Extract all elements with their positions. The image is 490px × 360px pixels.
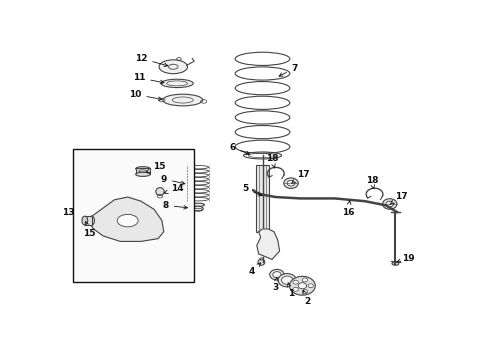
- Text: 18: 18: [266, 154, 278, 168]
- Ellipse shape: [392, 262, 399, 265]
- Text: 11: 11: [133, 73, 164, 84]
- Text: 4: 4: [249, 263, 261, 276]
- Text: 10: 10: [129, 90, 162, 100]
- Text: 8: 8: [163, 201, 188, 210]
- Ellipse shape: [386, 201, 393, 207]
- Circle shape: [293, 280, 298, 284]
- Bar: [85, 216, 93, 225]
- Ellipse shape: [193, 206, 203, 211]
- Ellipse shape: [192, 203, 204, 207]
- Text: 3: 3: [272, 277, 279, 292]
- Ellipse shape: [281, 276, 293, 284]
- Text: 15: 15: [83, 221, 96, 238]
- Text: 17: 17: [390, 192, 408, 204]
- Ellipse shape: [159, 60, 188, 74]
- Ellipse shape: [89, 216, 95, 225]
- Polygon shape: [90, 197, 164, 242]
- Circle shape: [308, 284, 314, 288]
- Ellipse shape: [117, 214, 138, 227]
- Ellipse shape: [383, 199, 397, 209]
- Ellipse shape: [136, 172, 150, 176]
- Bar: [136, 168, 150, 174]
- Bar: [73, 149, 194, 282]
- Ellipse shape: [290, 276, 315, 295]
- Circle shape: [302, 278, 308, 282]
- Text: 13: 13: [62, 208, 74, 217]
- Circle shape: [302, 289, 308, 293]
- Ellipse shape: [82, 216, 88, 225]
- Text: 16: 16: [342, 201, 354, 217]
- Text: 7: 7: [279, 64, 298, 76]
- Ellipse shape: [284, 178, 298, 188]
- Text: 12: 12: [135, 54, 168, 67]
- Text: 5: 5: [242, 184, 262, 196]
- Ellipse shape: [156, 188, 164, 195]
- Ellipse shape: [298, 283, 307, 289]
- Ellipse shape: [270, 269, 284, 280]
- Ellipse shape: [278, 274, 296, 287]
- Text: 2: 2: [303, 290, 311, 306]
- Bar: [256, 165, 270, 232]
- Text: 18: 18: [366, 176, 378, 189]
- Text: 6: 6: [229, 143, 249, 155]
- Text: 19: 19: [397, 253, 415, 262]
- Polygon shape: [257, 229, 280, 260]
- Text: 17: 17: [292, 170, 310, 183]
- Circle shape: [293, 287, 298, 291]
- Text: 1: 1: [288, 283, 294, 298]
- Ellipse shape: [163, 94, 203, 106]
- Ellipse shape: [273, 271, 281, 278]
- Text: 15: 15: [147, 162, 166, 173]
- Text: 14: 14: [164, 184, 183, 194]
- Ellipse shape: [136, 167, 150, 171]
- Ellipse shape: [161, 79, 193, 87]
- Ellipse shape: [287, 180, 295, 186]
- Ellipse shape: [258, 259, 265, 265]
- Text: 9: 9: [161, 175, 185, 185]
